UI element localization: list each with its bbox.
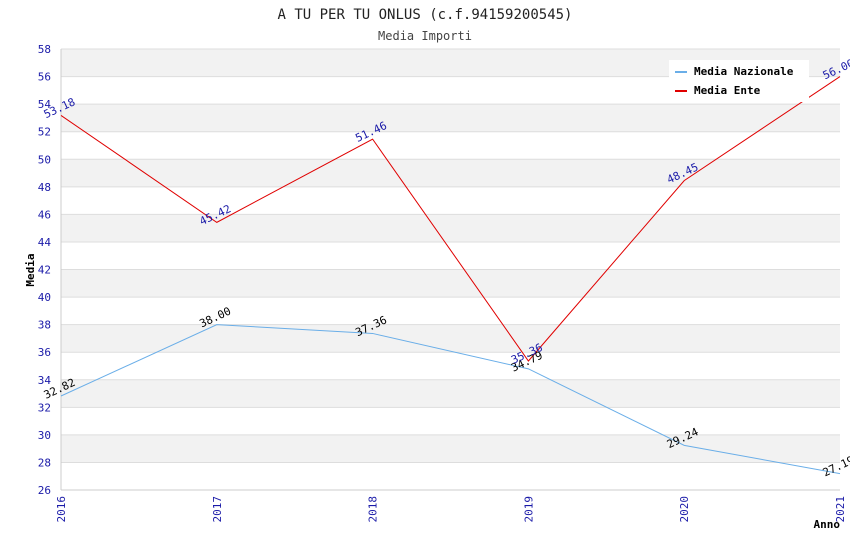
y-tick-label: 30	[38, 429, 51, 442]
y-tick-label: 42	[38, 264, 51, 277]
series-line-ente	[60, 76, 841, 362]
y-tick-label: 54	[38, 98, 52, 111]
y-tick-label: 46	[38, 208, 51, 221]
grid-band	[61, 131, 840, 160]
grid-band	[61, 379, 840, 408]
grid-band	[61, 434, 840, 463]
y-tick-label: 44	[38, 236, 52, 249]
x-tick-label: 2016	[55, 496, 68, 523]
y-tick-label: 40	[38, 291, 51, 304]
legend-label-ente: Media Ente	[694, 84, 761, 97]
y-tick-label: 34	[38, 374, 52, 387]
grid-band	[61, 104, 840, 132]
grid-band	[61, 462, 840, 490]
grid-band	[61, 186, 840, 215]
x-tick-label: 2020	[678, 496, 691, 523]
y-tick-label: 28	[38, 456, 51, 469]
grid-bands	[60, 48, 840, 491]
y-tick-label: 56	[38, 71, 51, 84]
grid-band	[61, 241, 840, 270]
x-tick-label: 2019	[522, 496, 535, 523]
grid-band	[61, 352, 840, 380]
x-tick-label: 2021	[834, 496, 847, 523]
x-tick-label: 2017	[211, 496, 224, 523]
grid-band	[61, 407, 840, 435]
legend: Media Nazionale Media Ente	[669, 60, 809, 102]
chart-title: A TU PER TU ONLUS (c.f.94159200545)	[277, 7, 572, 23]
y-axis-label: Media	[24, 253, 37, 286]
legend-label-nazionale: Media Nazionale	[694, 65, 794, 78]
x-tick-label: 2018	[367, 496, 380, 523]
y-tick-label: 32	[38, 401, 51, 414]
y-axis-ticks: 26 28 30 32 34 36 38 40 42 44 46 48 50 52 54 56 58	[38, 43, 52, 497]
x-axis-label: Anno	[814, 518, 841, 531]
x-axis-ticks: 2016 2017 2018 2019 2020 2021	[55, 496, 847, 523]
grid-band	[61, 214, 840, 242]
legend-box	[669, 60, 809, 102]
chart-subtitle: Media Importi	[378, 29, 472, 43]
y-tick-label: 50	[38, 153, 51, 166]
y-tick-label: 36	[38, 346, 51, 359]
grid-band	[61, 324, 840, 353]
y-tick-label: 52	[38, 126, 51, 139]
grid-band	[61, 269, 840, 298]
series-line-nazionale	[60, 324, 841, 475]
y-tick-label: 38	[38, 319, 51, 332]
grid-band	[61, 297, 840, 325]
series-lines	[60, 76, 841, 475]
y-tick-label: 48	[38, 181, 51, 194]
y-tick-label: 58	[38, 43, 51, 56]
y-tick-label: 26	[38, 484, 51, 497]
grid-band	[61, 159, 840, 187]
